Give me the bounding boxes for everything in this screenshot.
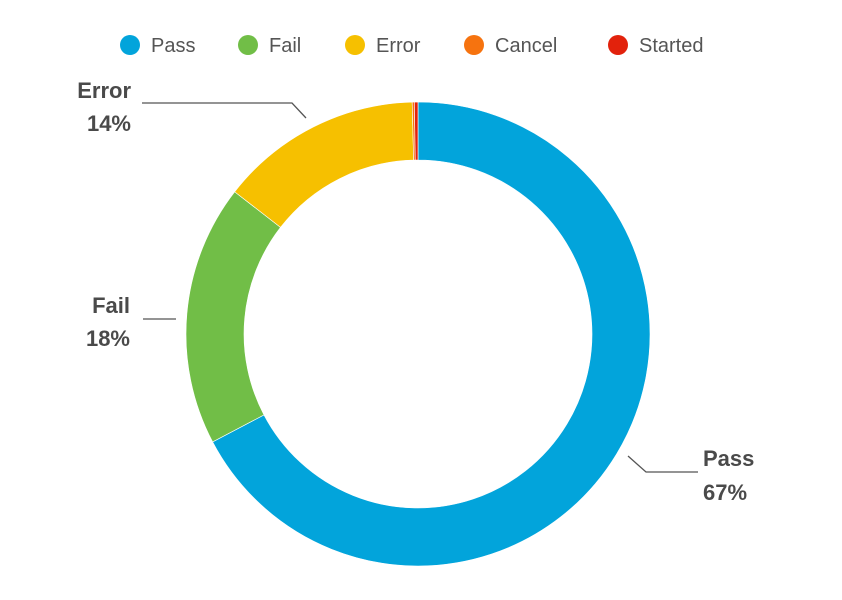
slice-label-error: Error 14%	[77, 78, 307, 136]
legend-label-cancel: Cancel	[495, 35, 557, 57]
legend-item-fail[interactable]: Fail	[238, 35, 301, 57]
legend-marker-started	[608, 35, 628, 55]
leader-line-pass	[627, 455, 698, 473]
slice-label-fail: Fail 18%	[86, 293, 176, 351]
legend-item-error[interactable]: Error	[345, 35, 421, 57]
legend-label-started: Started	[639, 35, 703, 57]
slice-percent-fail: 18%	[86, 326, 130, 351]
slice-name-error: Error	[77, 78, 131, 103]
slice-started[interactable]	[414, 101, 419, 161]
slice-label-pass: Pass 67%	[627, 446, 754, 505]
slice-name-fail: Fail	[92, 293, 130, 318]
slice-pass[interactable]	[212, 101, 651, 567]
legend-label-error: Error	[376, 35, 421, 57]
legend-marker-error	[345, 35, 365, 55]
legend-marker-pass	[120, 35, 140, 55]
legend-label-fail: Fail	[269, 35, 301, 57]
legend-item-pass[interactable]: Pass	[120, 35, 195, 57]
slice-error[interactable]	[234, 101, 414, 228]
legend-marker-cancel	[464, 35, 484, 55]
slice-fail[interactable]	[185, 191, 281, 443]
legend-label-pass: Pass	[151, 35, 195, 57]
slice-percent-error: 14%	[87, 111, 131, 136]
leader-line-error	[142, 102, 307, 119]
legend-marker-fail	[238, 35, 258, 55]
slice-percent-pass: 67%	[703, 480, 747, 505]
legend-item-cancel[interactable]: Cancel	[464, 35, 557, 57]
legend-item-started[interactable]: Started	[608, 35, 703, 57]
slice-labels: Pass 67% Fail 18% Error 14%	[77, 78, 754, 505]
chart-legend: Pass Fail Error Cancel Started	[120, 35, 703, 57]
donut-slices	[185, 101, 651, 567]
slice-name-pass: Pass	[703, 446, 754, 471]
